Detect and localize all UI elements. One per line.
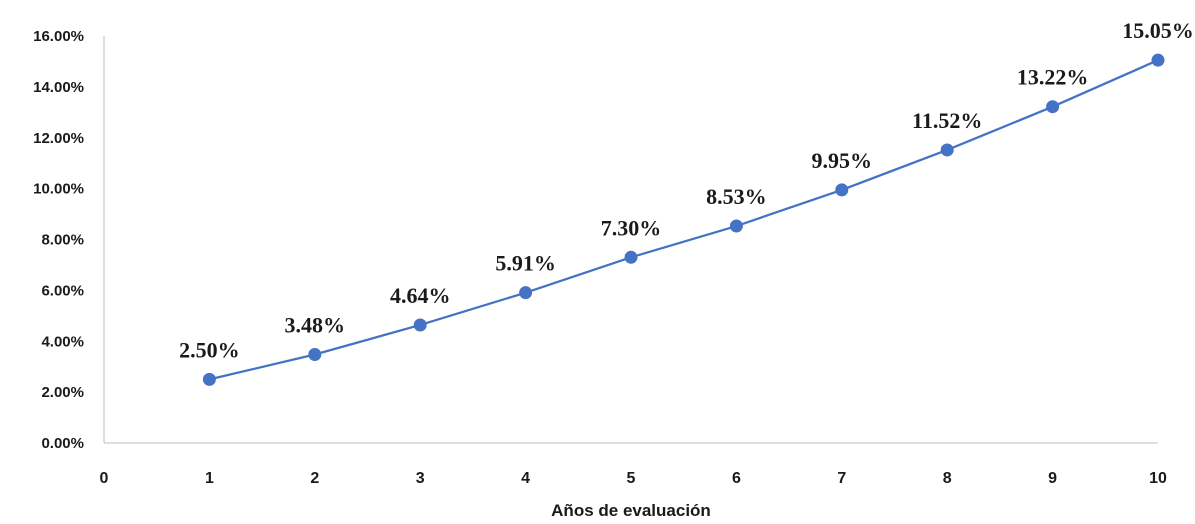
y-tick-label: 6.00% bbox=[41, 282, 84, 299]
data-point bbox=[308, 347, 322, 361]
data-label: 7.30% bbox=[601, 215, 662, 240]
data-label: 3.48% bbox=[285, 312, 346, 337]
data-label: 5.91% bbox=[495, 251, 556, 276]
x-axis-ticks: 0 1 2 3 4 5 6 7 8 9 10 bbox=[100, 470, 1167, 487]
data-point bbox=[835, 183, 849, 197]
y-tick-label: 0.00% bbox=[41, 435, 84, 452]
data-point bbox=[1046, 100, 1060, 114]
data-point bbox=[729, 219, 743, 233]
data-label: 11.52% bbox=[912, 108, 982, 133]
x-tick-label: 7 bbox=[837, 470, 846, 487]
y-tick-label: 2.00% bbox=[41, 384, 84, 401]
data-point bbox=[1151, 53, 1165, 67]
x-tick-label: 6 bbox=[732, 470, 741, 487]
x-tick-label: 2 bbox=[310, 470, 319, 487]
x-tick-label: 1 bbox=[205, 470, 214, 487]
data-point bbox=[519, 286, 533, 300]
data-label: 8.53% bbox=[706, 184, 767, 209]
y-axis-ticks: 0.00% 2.00% 4.00% 6.00% 8.00% 10.00% 12.00% 14.… bbox=[33, 28, 84, 452]
data-label: 4.64% bbox=[390, 283, 451, 308]
data-label: 9.95% bbox=[812, 148, 873, 173]
data-labels: 2.50% 3.48% 4.64% 5.91% 7.30% 8.53% 9.95% 11.52… bbox=[179, 18, 1194, 362]
x-tick-label: 0 bbox=[100, 470, 109, 487]
axes bbox=[103, 36, 1158, 444]
x-tick-label: 5 bbox=[627, 470, 636, 487]
x-tick-label: 8 bbox=[943, 470, 952, 487]
x-tick-label: 9 bbox=[1048, 470, 1057, 487]
y-tick-label: 8.00% bbox=[41, 232, 84, 249]
data-point bbox=[202, 372, 216, 386]
x-axis-title: Años de evaluación bbox=[551, 501, 711, 520]
data-label: 15.05% bbox=[1122, 18, 1194, 43]
series-line bbox=[209, 59, 1159, 381]
y-tick-label: 16.00% bbox=[33, 28, 84, 45]
data-label: 2.50% bbox=[179, 337, 240, 362]
data-point bbox=[624, 250, 638, 264]
x-tick-label: 4 bbox=[521, 470, 530, 487]
data-point bbox=[940, 143, 954, 157]
x-tick-label: 10 bbox=[1149, 470, 1167, 487]
data-label: 13.22% bbox=[1017, 65, 1089, 90]
x-tick-label: 3 bbox=[416, 470, 425, 487]
series-group bbox=[202, 53, 1165, 386]
data-point bbox=[413, 318, 427, 332]
y-tick-label: 12.00% bbox=[33, 130, 84, 147]
y-tick-label: 14.00% bbox=[33, 79, 84, 96]
y-tick-label: 4.00% bbox=[41, 333, 84, 350]
y-tick-label: 10.00% bbox=[33, 181, 84, 198]
